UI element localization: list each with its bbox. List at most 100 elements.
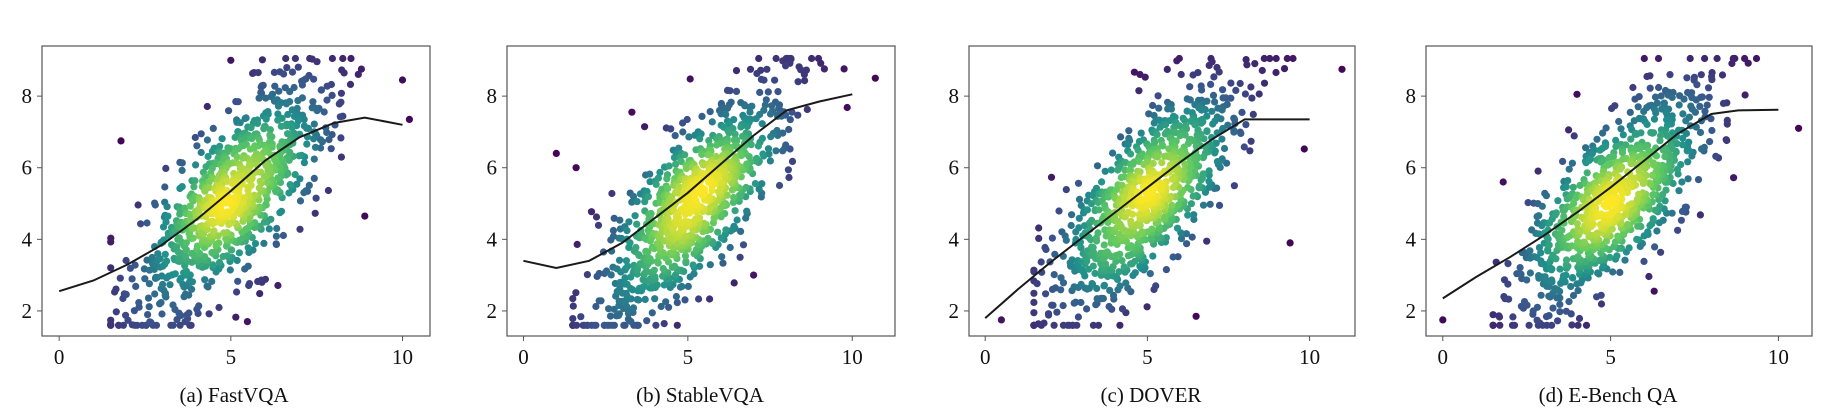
data-point <box>1675 187 1683 195</box>
data-point <box>1057 286 1065 294</box>
data-point <box>1128 202 1136 210</box>
data-point <box>1510 321 1519 329</box>
data-point <box>1617 125 1625 133</box>
data-point <box>665 303 673 311</box>
data-point <box>1627 135 1635 143</box>
data-point <box>131 261 139 269</box>
data-points <box>1439 54 1803 329</box>
data-point <box>279 231 287 240</box>
data-point <box>692 215 700 223</box>
data-point <box>335 100 343 108</box>
data-point <box>201 276 209 284</box>
data-point <box>657 302 665 311</box>
data-point <box>1640 257 1648 265</box>
x-tick-label: 5 <box>683 345 694 369</box>
data-point <box>641 295 649 303</box>
data-point <box>631 212 639 220</box>
y-tick-label: 8 <box>22 84 33 108</box>
data-point <box>234 98 242 106</box>
data-point <box>663 175 671 183</box>
data-point <box>615 310 623 318</box>
data-point <box>222 199 230 207</box>
data-point <box>193 142 201 150</box>
data-point <box>226 266 234 274</box>
data-point <box>1093 295 1101 303</box>
data-point <box>682 164 690 173</box>
data-point <box>1050 321 1058 329</box>
data-point <box>1619 131 1627 139</box>
x-tick-label: 5 <box>1605 345 1616 369</box>
data-point <box>177 274 185 282</box>
data-point <box>650 266 658 274</box>
data-point <box>1637 129 1645 137</box>
data-point <box>1211 149 1219 157</box>
y-tick-label: 6 <box>949 156 960 180</box>
data-point <box>1087 236 1095 244</box>
data-point <box>1208 107 1216 115</box>
data-point <box>622 289 630 297</box>
data-point <box>706 108 714 116</box>
data-point <box>1141 73 1149 81</box>
data-point <box>232 313 240 321</box>
data-point <box>771 76 779 84</box>
data-point <box>1669 179 1677 188</box>
data-point <box>219 252 227 261</box>
data-point <box>786 116 794 124</box>
panel-caption: (b) StableVQA <box>636 383 764 407</box>
data-point <box>231 133 239 141</box>
data-point <box>1723 116 1731 124</box>
data-point <box>671 132 679 140</box>
data-point <box>1650 161 1658 169</box>
data-point <box>1189 192 1197 200</box>
data-point <box>284 110 292 119</box>
data-point <box>1633 161 1641 169</box>
data-point <box>244 262 252 270</box>
data-point <box>260 239 268 247</box>
data-point <box>161 183 169 191</box>
data-point <box>234 277 242 285</box>
data-point <box>592 302 600 311</box>
scatter-plot-stablevqa: 0 5 10 2 4 6 8 <box>487 45 896 369</box>
data-point <box>312 194 320 202</box>
data-point <box>337 89 345 97</box>
data-point <box>732 87 741 95</box>
data-point <box>714 228 722 236</box>
data-point <box>310 155 318 163</box>
data-point <box>1634 103 1642 111</box>
data-point <box>1556 308 1564 316</box>
data-point <box>1214 104 1222 112</box>
data-point <box>313 58 321 66</box>
data-point <box>1552 255 1560 263</box>
data-point <box>255 184 263 192</box>
data-point <box>766 110 775 118</box>
data-point <box>1559 157 1567 165</box>
x-tick-label: 0 <box>1438 345 1449 369</box>
data-point <box>696 185 705 193</box>
data-point <box>1127 150 1135 158</box>
data-point <box>1585 156 1593 164</box>
data-point <box>133 321 141 329</box>
data-point <box>700 219 708 227</box>
data-point <box>1055 207 1063 215</box>
data-point <box>1645 272 1653 281</box>
data-point <box>1135 87 1143 95</box>
data-point <box>208 147 216 155</box>
panel-caption: (c) DOVER <box>1100 383 1202 407</box>
data-point <box>233 288 241 296</box>
data-point <box>1143 303 1151 311</box>
data-point <box>1552 209 1560 217</box>
data-point <box>840 65 848 73</box>
data-point <box>1124 141 1132 149</box>
data-point <box>1118 305 1127 313</box>
y-tick-label: 4 <box>949 227 960 251</box>
data-point <box>746 65 755 73</box>
data-point <box>1657 92 1665 100</box>
data-point <box>726 87 734 95</box>
data-point <box>1230 182 1238 190</box>
data-point <box>176 249 185 257</box>
data-point <box>1062 186 1070 194</box>
data-point <box>1680 95 1688 103</box>
data-point <box>1149 252 1157 260</box>
data-point <box>1072 298 1080 306</box>
data-point <box>171 270 179 278</box>
